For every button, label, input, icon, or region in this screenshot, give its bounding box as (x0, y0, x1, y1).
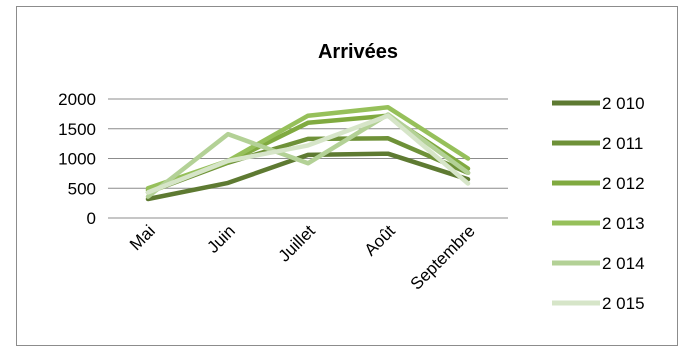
series-line-0 (145, 151, 471, 202)
legend-item: 2 011 (552, 134, 643, 153)
legend-label: 2 012 (602, 174, 645, 193)
legend-item: 2 014 (552, 254, 645, 273)
y-tick-label: 500 (68, 179, 96, 198)
series-line-5 (145, 113, 471, 195)
legend-item: 2 010 (552, 94, 645, 113)
y-tick-label: 2000 (58, 90, 96, 109)
legend-item: 2 013 (552, 214, 645, 233)
chart-title: Arrivées (318, 41, 398, 63)
legend-item: 2 012 (552, 174, 645, 193)
y-axis-ticks: 0 500 1000 1500 2000 (58, 90, 96, 228)
series-lines (145, 105, 471, 202)
legend-label: 2 011 (602, 134, 643, 153)
gridlines (108, 98, 508, 219)
y-tick-label: 1000 (58, 150, 96, 169)
legend-label: 2 010 (602, 94, 645, 113)
chart-frame (16, 6, 678, 346)
legend-label: 2 015 (602, 294, 645, 313)
legend: 2 010 2 011 2 012 2 013 2 014 2 015 (552, 94, 645, 313)
y-tick-label: 1500 (58, 120, 96, 139)
x-tick-label: Juin (203, 221, 238, 256)
legend-label: 2 014 (602, 254, 645, 273)
x-tick-label: Juillet (275, 221, 319, 265)
legend-label: 2 013 (602, 214, 645, 233)
x-tick-label: Septembre (407, 221, 479, 293)
x-tick-label: Mai (126, 221, 159, 254)
legend-item: 2 015 (552, 294, 645, 313)
y-tick-label: 0 (87, 209, 96, 228)
x-axis-ticks: Mai Juin Juillet Août Septembre (126, 221, 479, 293)
x-tick-label: Août (361, 221, 399, 259)
series-line-4 (145, 112, 471, 199)
